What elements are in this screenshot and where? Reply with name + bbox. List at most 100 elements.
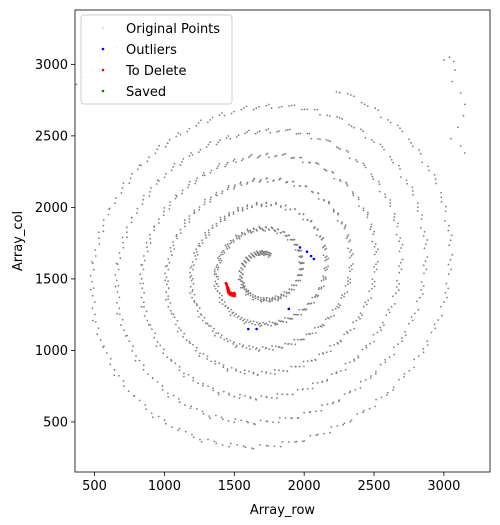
original-point [252, 320, 255, 323]
original-point [322, 198, 325, 201]
original-point [362, 130, 364, 133]
original-point [163, 207, 166, 209]
original-point [320, 279, 323, 282]
original-point [208, 231, 210, 234]
original-point [96, 333, 99, 336]
original-point [154, 332, 157, 335]
original-point [239, 182, 242, 185]
original-point [387, 308, 390, 311]
original-point [452, 60, 455, 63]
original-point [232, 160, 235, 162]
original-point [228, 394, 231, 396]
original-point [276, 131, 278, 133]
original-point [266, 180, 269, 183]
original-point [183, 375, 185, 378]
original-point [448, 56, 451, 59]
original-point [143, 315, 146, 317]
original-point [127, 390, 130, 392]
original-point [287, 441, 290, 443]
original-point [434, 178, 437, 181]
original-point [172, 244, 175, 247]
original-point [235, 313, 238, 315]
original-point [317, 326, 320, 329]
original-point [347, 280, 349, 282]
original-point [116, 302, 118, 304]
original-point [339, 180, 342, 183]
original-point [324, 259, 327, 262]
original-point [216, 264, 218, 266]
original-point [322, 277, 325, 279]
original-point [126, 236, 128, 239]
original-point [166, 392, 169, 395]
original-point [339, 148, 342, 151]
original-point [146, 160, 149, 163]
original-point [264, 230, 266, 232]
original-point [155, 183, 158, 185]
original-point [350, 264, 352, 267]
original-point [298, 255, 301, 258]
original-point [157, 415, 160, 418]
original-point [384, 196, 387, 199]
original-point [213, 327, 215, 330]
original-point [174, 197, 177, 200]
original-point [271, 299, 274, 302]
original-point [397, 289, 400, 292]
original-point [295, 133, 298, 135]
original-point [181, 161, 183, 163]
original-point [375, 263, 377, 266]
original-point [286, 393, 289, 396]
original-point [300, 108, 303, 111]
original-point [269, 131, 272, 134]
original-point [209, 141, 212, 144]
original-point [193, 212, 196, 215]
original-point [175, 234, 178, 236]
original-point [285, 181, 287, 184]
original-point [260, 299, 262, 301]
original-point [359, 380, 362, 383]
original-point [319, 113, 321, 116]
original-point [300, 313, 302, 316]
original-point [167, 295, 170, 297]
original-point [283, 291, 285, 293]
x-tick-label: 2000 [288, 479, 321, 494]
original-point [179, 133, 182, 136]
original-point [255, 107, 258, 110]
original-point [240, 286, 242, 289]
original-point [286, 129, 289, 131]
x-axis-label: Array_row [250, 503, 316, 518]
original-point [411, 319, 414, 322]
original-point [242, 157, 244, 160]
legend: Original Points Outliers To Delete Saved [80, 14, 233, 105]
original-point [255, 399, 258, 401]
original-point [245, 321, 248, 323]
original-point [270, 204, 272, 207]
original-point [233, 158, 236, 161]
original-point [422, 285, 425, 287]
original-point [311, 296, 314, 299]
original-point [459, 145, 462, 147]
original-point [370, 225, 372, 228]
original-point [325, 255, 328, 258]
original-point [319, 138, 321, 141]
original-point [188, 218, 191, 220]
original-point [294, 441, 296, 443]
original-point [366, 303, 368, 306]
original-point [338, 116, 341, 119]
original-point [275, 154, 278, 157]
original-point [122, 182, 125, 185]
original-point [310, 219, 313, 222]
original-point [202, 353, 205, 355]
original-point [170, 169, 173, 172]
original-point [175, 135, 178, 138]
original-point [317, 138, 319, 140]
original-point [347, 151, 350, 153]
original-point [294, 249, 297, 251]
original-point [198, 206, 201, 208]
original-point [357, 355, 359, 357]
original-point [439, 305, 442, 308]
original-point [184, 404, 186, 407]
original-point [389, 121, 392, 124]
original-point [376, 260, 379, 263]
original-point [346, 330, 348, 333]
original-point [319, 235, 322, 238]
